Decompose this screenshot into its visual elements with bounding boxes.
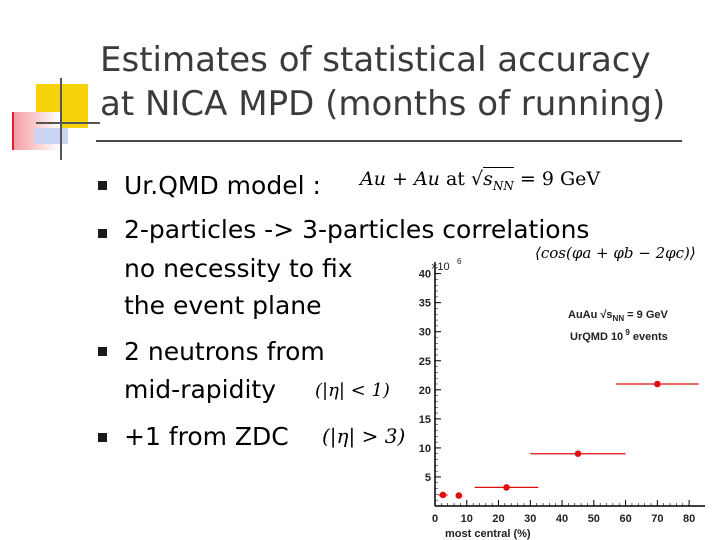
x-tick-label: 60 <box>619 513 631 525</box>
bullet-neutrons-cont: mid-rapidity <box>124 375 277 404</box>
correlator-formula: ⟨cos(φa + φb − 2φc)⟩ <box>535 244 696 262</box>
x-tick-label: 10 <box>461 513 473 525</box>
title-line-2: at NICA MPD (months of running) <box>100 84 666 124</box>
x-tick-label: 20 <box>492 513 504 525</box>
y-tick-label: 25 <box>419 356 431 368</box>
eta-mid-formula: (|η| < 1) <box>315 380 390 401</box>
x-tick-label: 30 <box>524 513 536 525</box>
bullet-neutrons: 2 neutrons from <box>124 337 325 366</box>
title-line-1: Estimates of statistical accuracy <box>100 40 651 80</box>
bullet-model: Ur.QMD model : <box>124 171 321 200</box>
y-tick-label: 15 <box>419 414 431 426</box>
bullet-marker <box>98 181 107 190</box>
y-multiplier-exponent: 6 <box>457 257 462 266</box>
y-tick-label: 20 <box>419 385 431 397</box>
bullet-correlations-cont-1: no necessity to fix <box>124 254 353 283</box>
eta-zdc-formula: (|η| > 3) <box>322 424 406 448</box>
data-point <box>503 484 510 491</box>
bullet-marker <box>98 433 107 442</box>
x-tick-label: 0 <box>432 513 438 525</box>
bullet-correlations-cont-2: the event plane <box>124 291 322 320</box>
corner-vertical-line <box>60 78 62 160</box>
annotation-line-1: AuAu √sNN = 9 GeV <box>568 309 668 323</box>
y-tick-label: 5 <box>425 472 431 484</box>
y-tick-label: 30 <box>419 327 431 339</box>
title-underline <box>96 140 682 142</box>
bullet-correlations: 2-particles -> 3-particles correlations <box>124 215 590 244</box>
bullet-zdc: +1 from ZDC <box>124 422 289 451</box>
x-tick-label: 80 <box>683 513 695 525</box>
bullet-marker <box>98 347 107 356</box>
bullet-marker <box>98 229 107 238</box>
annotation-line-2: UrQMD 10 9 events <box>570 328 668 343</box>
data-point <box>654 380 661 388</box>
y-multiplier: ×10 <box>431 261 450 273</box>
y-tick-label: 40 <box>419 269 431 281</box>
y-tick-label: 35 <box>419 298 431 310</box>
data-point <box>439 491 447 499</box>
x-axis-label: most central (%) <box>445 528 531 540</box>
corner-horizontal-line <box>36 122 100 124</box>
data-point <box>574 450 582 458</box>
y-tick-label: 10 <box>419 443 431 455</box>
collision-formula: Au + Au at √sNN = 9 GeV <box>360 167 601 193</box>
corner-block-blue <box>34 128 68 144</box>
data-point <box>455 492 463 499</box>
slide-title: Estimates of statistical accuracy at NIC… <box>100 38 710 126</box>
x-tick-label: 40 <box>556 513 568 525</box>
x-tick-label: 70 <box>651 513 663 525</box>
x-tick-label: 50 <box>588 513 600 525</box>
